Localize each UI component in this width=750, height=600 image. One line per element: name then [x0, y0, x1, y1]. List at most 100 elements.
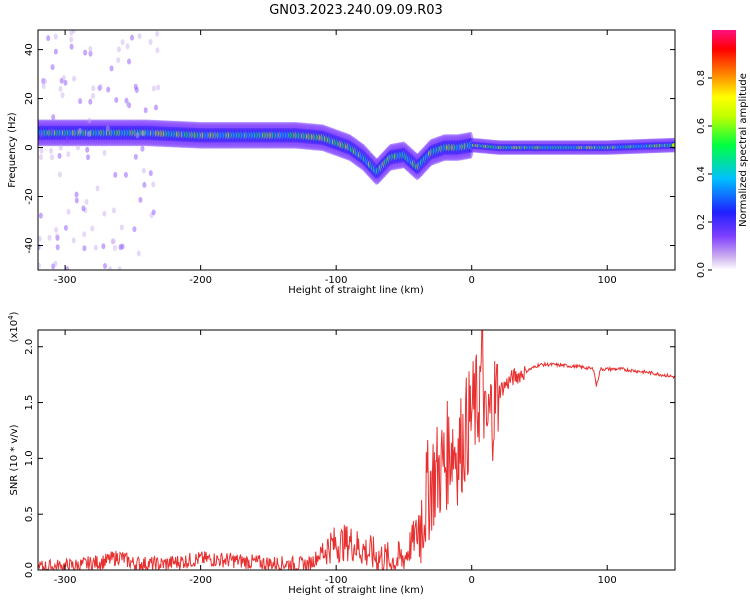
colorbar-label: Normalized spectral amplitude	[738, 73, 749, 227]
snr-x-tick-label: 100	[598, 575, 617, 586]
spectrogram-cell	[153, 104, 158, 111]
spectrogram-cell	[151, 209, 156, 216]
spectrogram-cell	[66, 208, 71, 215]
spectrogram-cell	[103, 262, 108, 269]
spectrogram-frame	[37, 29, 676, 271]
spectrogram-cell	[51, 263, 56, 270]
colorbar-tick-label: 0.4	[696, 166, 707, 182]
spectrogram-cell	[114, 96, 119, 103]
spectrogram-cell	[65, 266, 70, 270]
spectrogram-y-tick-label: -40	[24, 237, 35, 253]
spectrogram-cell	[148, 39, 153, 46]
spectrogram-cell	[38, 235, 42, 242]
spectrogram-cell	[156, 84, 161, 91]
spectrogram-cell	[38, 212, 43, 219]
spectrogram-cell	[53, 33, 58, 40]
spectrogram-cell	[124, 97, 129, 104]
spectrogram-cell	[41, 78, 46, 85]
spectrogram-cell	[133, 83, 138, 90]
spectrogram-y-tick-label: -20	[24, 188, 35, 204]
figure-title: GN03.2023.240.09.09.R03	[269, 3, 443, 18]
spectrogram-cell	[78, 98, 83, 105]
snr-multiplier-exp: 4	[7, 315, 15, 320]
colorbar: 0.0 0.2 0.4 0.6 0.8 Normalized spectral ampl…	[696, 30, 749, 278]
colorbar-gradient	[712, 30, 736, 270]
spectrogram-cell	[151, 85, 156, 92]
spectrogram-cell	[69, 30, 74, 36]
spectrogram-cell	[88, 50, 93, 57]
spectrogram-cell	[127, 102, 132, 109]
spectrogram-cell	[50, 64, 55, 71]
spectrogram-cell	[135, 132, 140, 139]
spectrogram-cell	[83, 207, 88, 214]
spectrogram-cell	[116, 57, 121, 64]
spectrogram-cell	[50, 128, 55, 135]
spectrogram-cell	[108, 266, 113, 270]
snr-y-tick-label: 0.5	[24, 506, 35, 522]
spectrogram-cell	[113, 171, 118, 178]
spectrogram-y-tick-label: 40	[24, 43, 35, 56]
spectrogram-cell	[74, 197, 79, 204]
spectrogram-cell	[61, 75, 66, 82]
colorbar-tick-label: 0.2	[696, 214, 707, 230]
spectrogram-cell	[87, 131, 92, 138]
spectrogram-cell	[95, 185, 100, 192]
colorbar-ticks: 0.0 0.2 0.4 0.6 0.8	[696, 70, 712, 278]
spectrogram-cell	[111, 207, 116, 214]
spectrogram-ylabel: Frequency (Hz)	[7, 112, 18, 188]
snr-xlabel: Height of straight line (km)	[288, 585, 424, 596]
snr-x-tick-label: -300	[54, 575, 77, 586]
spectrogram-cell	[133, 153, 138, 160]
snr-y-tick-label: 1.5	[24, 395, 35, 411]
spectrogram-cell	[116, 46, 121, 53]
spectrogram-cell	[87, 117, 92, 124]
spectrogram-cell	[53, 48, 58, 55]
spectrogram-cell	[59, 77, 64, 84]
spectrogram-cell	[51, 114, 56, 121]
colorbar-tick-label: 0.6	[696, 118, 707, 134]
spectrogram-x-tick-label: 0	[469, 275, 475, 286]
spectrogram-cell	[83, 49, 88, 56]
spectrogram-cell	[65, 136, 70, 143]
spectrogram-ridge	[38, 30, 675, 270]
snr-y-tick-label: 0.0	[24, 562, 35, 578]
snr-multiplier: (x104)	[7, 311, 20, 342]
spectrogram-cell	[43, 78, 48, 85]
spectrogram-cell	[82, 231, 87, 238]
spectrogram-cell	[86, 154, 91, 161]
spectrogram-cell	[88, 46, 93, 53]
spectrogram-cell	[111, 238, 116, 245]
spectrogram-cell	[60, 92, 65, 99]
spectrogram-cell	[69, 36, 74, 43]
snr-panel: -300 -200 -100 0 100 0.0 0.5 1.0 1.5 2.0 Height o…	[7, 311, 676, 596]
spectrogram-cell	[142, 181, 147, 188]
snr-y-tick-label: 1.0	[24, 450, 35, 466]
spectrogram-cell	[63, 224, 68, 231]
spectrogram-cell	[151, 181, 156, 188]
spectrogram-cell	[105, 125, 110, 132]
spectrogram-cell	[38, 262, 41, 269]
spectrogram-cell	[46, 35, 51, 42]
spectrogram-cell	[143, 107, 148, 114]
spectrogram-x-tick-label: 100	[598, 275, 617, 286]
spectrogram-cell	[106, 86, 111, 93]
spectrogram-cell	[58, 144, 63, 151]
spectrogram-cell	[127, 58, 132, 65]
spectrogram-cell	[112, 245, 117, 252]
spectrogram-cell	[57, 152, 62, 159]
spectrogram-cell	[102, 210, 107, 217]
spectrogram-cell	[49, 154, 54, 161]
colorbar-tick-label: 0.8	[696, 70, 707, 86]
snr-x-tick-label: -200	[189, 575, 212, 586]
spectrogram-cell	[57, 171, 62, 178]
snr-frame	[37, 329, 676, 571]
spectrogram-cell	[53, 260, 58, 267]
spectrogram-cell	[90, 93, 95, 100]
snr-ticks: -300 -200 -100 0 100 0.0 0.5 1.0 1.5 2.0	[24, 330, 675, 586]
snr-x-tick-label: 0	[469, 575, 475, 586]
spectrogram-cell	[110, 238, 115, 245]
colorbar-tick-label: 0.0	[696, 262, 707, 278]
spectrogram-cell	[120, 39, 125, 46]
spectrogram-cell	[123, 171, 128, 178]
